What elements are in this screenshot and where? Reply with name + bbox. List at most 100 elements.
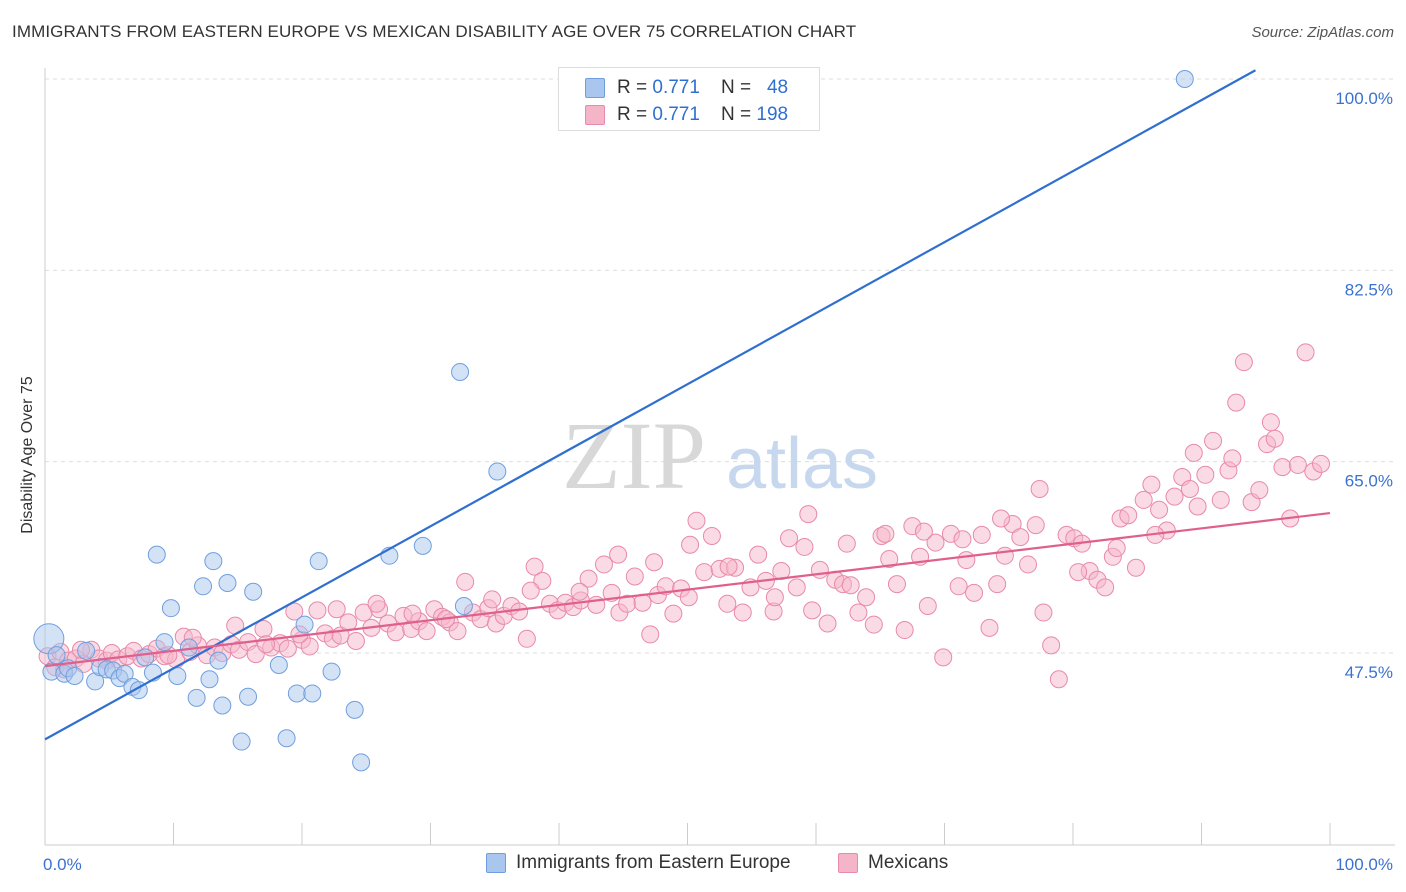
watermark: ZIP atlas <box>562 402 878 509</box>
point-eastern-europe <box>1175 70 1194 88</box>
stats-legend: R = 0.771 N = 48 R = 0.771 N = 198 <box>558 67 820 131</box>
point-mexicans <box>687 511 706 530</box>
axes <box>44 68 1395 846</box>
point-mexicans <box>1223 449 1242 468</box>
point-mexicans <box>594 555 613 574</box>
point-mexicans <box>810 560 829 579</box>
data-points <box>33 70 1331 772</box>
point-mexicans <box>864 615 883 634</box>
point-mexicans <box>799 505 818 524</box>
y-tick-label: 82.5% <box>1345 280 1393 299</box>
point-eastern-europe <box>309 552 328 571</box>
point-mexicans <box>957 551 976 570</box>
point-mexicans <box>849 603 868 622</box>
point-eastern-europe <box>488 462 507 481</box>
point-mexicans <box>1273 458 1292 477</box>
watermark-zip: ZIP <box>562 402 706 509</box>
r-value: 0.771 <box>652 77 700 98</box>
legend-swatch-pink <box>838 853 858 873</box>
trend-line-eastern-europe <box>44 69 1257 741</box>
point-mexicans <box>456 572 475 591</box>
point-eastern-europe <box>413 536 432 555</box>
point-mexicans <box>1204 431 1223 450</box>
point-mexicans <box>1211 490 1230 509</box>
point-eastern-europe <box>345 700 364 719</box>
point-mexicans <box>733 603 752 622</box>
point-mexicans <box>934 648 953 667</box>
watermark-atlas: atlas <box>726 424 878 504</box>
point-mexicans <box>448 622 467 641</box>
x-tick-label: 100.0% <box>1335 855 1393 874</box>
point-eastern-europe <box>187 688 206 707</box>
point-mexicans <box>719 557 738 576</box>
point-mexicans <box>841 576 860 595</box>
point-eastern-europe <box>194 577 213 596</box>
point-eastern-europe <box>209 651 228 670</box>
point-mexicans <box>609 545 628 564</box>
point-mexicans <box>765 588 784 607</box>
point-mexicans <box>1250 481 1269 500</box>
point-eastern-europe <box>451 363 470 382</box>
point-mexicans <box>1069 563 1088 582</box>
point-eastern-europe <box>287 684 306 703</box>
point-mexicans <box>1030 480 1049 498</box>
point-mexicans <box>1026 516 1045 535</box>
point-mexicans <box>818 614 837 633</box>
point-mexicans <box>1019 555 1038 574</box>
point-eastern-europe <box>47 646 66 665</box>
point-eastern-europe <box>269 656 288 675</box>
point-mexicans <box>403 604 422 623</box>
point-mexicans <box>367 594 386 613</box>
point-mexicans <box>346 631 365 650</box>
point-mexicans <box>1107 539 1126 558</box>
legend-swatch-pink <box>585 105 605 125</box>
point-mexicans <box>980 618 999 637</box>
point-mexicans <box>1188 497 1207 516</box>
point-mexicans <box>1142 475 1161 494</box>
point-mexicans <box>579 569 598 588</box>
point-mexicans <box>1265 429 1284 448</box>
point-eastern-europe <box>244 582 263 601</box>
point-eastern-europe <box>277 729 296 748</box>
point-mexicans <box>533 571 552 590</box>
legend-label: Mexicans <box>868 852 949 873</box>
point-eastern-europe <box>218 574 237 593</box>
point-mexicans <box>1296 343 1315 362</box>
point-mexicans <box>926 533 945 552</box>
point-mexicans <box>718 594 737 613</box>
point-mexicans <box>895 621 914 640</box>
point-mexicans <box>795 537 814 556</box>
x-tick-label: 0.0% <box>43 855 82 874</box>
point-mexicans <box>992 509 1011 528</box>
point-eastern-europe <box>65 666 84 685</box>
point-mexicans <box>887 575 906 594</box>
point-mexicans <box>837 534 856 553</box>
point-mexicans <box>521 581 540 600</box>
point-mexicans <box>995 546 1014 565</box>
point-mexicans <box>327 600 346 619</box>
point-mexicans <box>386 623 405 642</box>
point-eastern-europe <box>161 599 180 618</box>
point-mexicans <box>1042 636 1061 655</box>
point-mexicans <box>953 530 972 549</box>
point-mexicans <box>1261 413 1280 432</box>
point-mexicans <box>1049 670 1068 689</box>
point-mexicans <box>1011 528 1030 547</box>
y-tick-label: 65.0% <box>1345 472 1393 491</box>
point-mexicans <box>681 535 700 554</box>
n-label: N = <box>721 104 757 125</box>
point-mexicans <box>914 522 933 541</box>
source-label: Source: ZipAtlas.com <box>1251 24 1394 41</box>
series-legend: Immigrants from Eastern Europe Mexicans <box>0 852 1406 878</box>
point-mexicans <box>1180 480 1199 498</box>
point-mexicans <box>1227 393 1246 412</box>
point-mexicans <box>300 637 319 656</box>
tick-labels: 47.5% 65.0% 82.5% 100.0% 0.0% 100.0% <box>43 89 1393 874</box>
point-mexicans <box>1096 578 1115 597</box>
point-eastern-europe <box>136 648 155 667</box>
point-mexicans <box>1234 353 1253 372</box>
point-mexicans <box>965 583 984 602</box>
point-mexicans <box>483 590 502 609</box>
legend-swatch-blue <box>585 78 605 98</box>
point-mexicans <box>749 545 768 564</box>
